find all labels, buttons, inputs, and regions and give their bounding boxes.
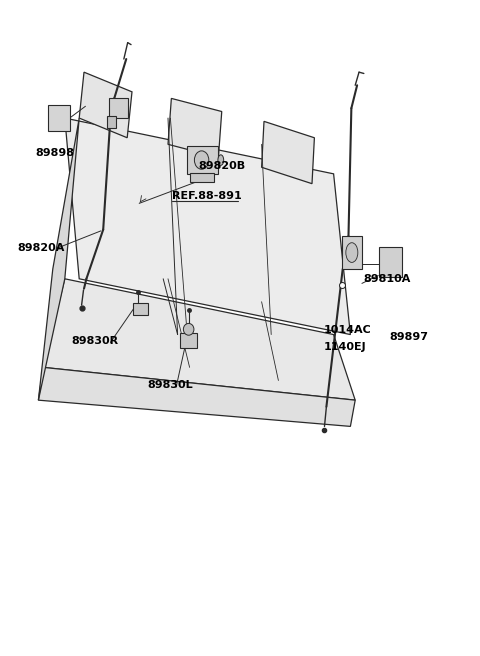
- Text: 1014AC: 1014AC: [324, 325, 371, 335]
- Bar: [187, 146, 218, 174]
- Text: 89830L: 89830L: [148, 380, 193, 390]
- Text: 89820B: 89820B: [198, 161, 245, 171]
- Ellipse shape: [218, 155, 224, 165]
- Polygon shape: [168, 98, 222, 157]
- Text: 89810A: 89810A: [364, 274, 411, 284]
- Ellipse shape: [346, 243, 358, 262]
- Polygon shape: [262, 121, 314, 184]
- Text: 89830R: 89830R: [71, 336, 118, 346]
- Polygon shape: [79, 72, 132, 138]
- Text: 89820A: 89820A: [18, 243, 65, 253]
- Text: 1140EJ: 1140EJ: [324, 342, 366, 352]
- Polygon shape: [65, 118, 350, 335]
- Polygon shape: [43, 279, 355, 400]
- Bar: [190, 173, 214, 182]
- Text: REF.88-891: REF.88-891: [172, 191, 241, 201]
- Bar: [180, 333, 197, 348]
- Bar: [48, 105, 70, 131]
- Bar: [133, 303, 148, 315]
- Text: 89897: 89897: [390, 332, 429, 342]
- Polygon shape: [38, 367, 355, 426]
- Ellipse shape: [194, 151, 209, 169]
- Bar: [107, 116, 116, 128]
- Bar: [109, 98, 128, 118]
- Ellipse shape: [183, 323, 194, 335]
- Bar: [342, 236, 362, 269]
- Text: 89898: 89898: [35, 148, 74, 158]
- Bar: [379, 247, 402, 277]
- Polygon shape: [38, 118, 79, 400]
